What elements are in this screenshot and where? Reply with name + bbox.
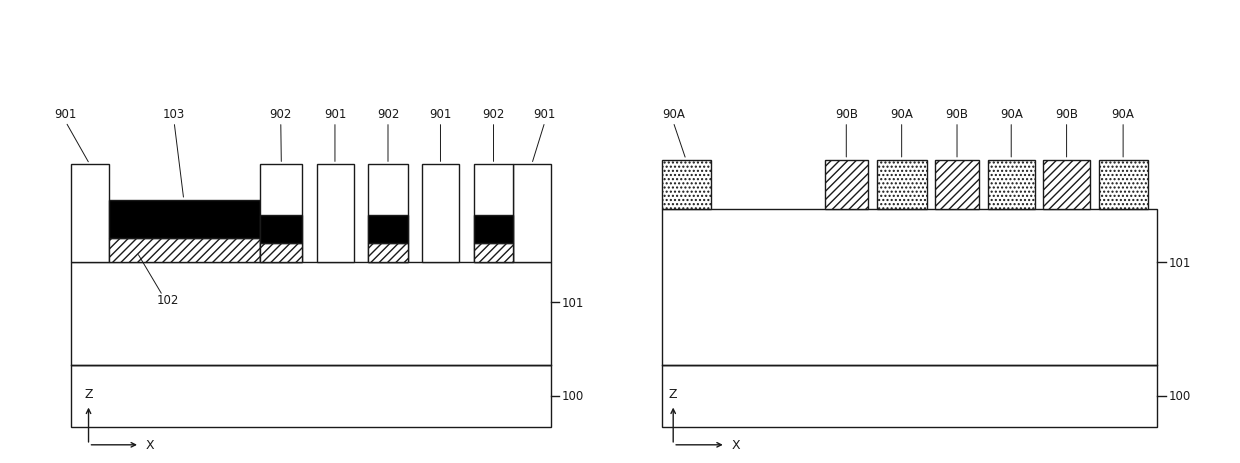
Text: 90B: 90B bbox=[1055, 107, 1078, 120]
Text: 902: 902 bbox=[269, 107, 291, 120]
Bar bbox=[109, 238, 259, 263]
Text: 90B: 90B bbox=[946, 107, 968, 120]
Bar bbox=[368, 165, 408, 263]
Bar bbox=[513, 165, 551, 263]
Text: Z: Z bbox=[668, 388, 677, 400]
Bar bbox=[109, 200, 259, 238]
Bar bbox=[72, 263, 551, 365]
Bar bbox=[825, 160, 868, 209]
Bar bbox=[368, 244, 408, 263]
Bar bbox=[662, 160, 711, 209]
Bar bbox=[368, 215, 408, 244]
Text: 103: 103 bbox=[162, 107, 185, 120]
Bar bbox=[1043, 160, 1090, 209]
Text: 90A: 90A bbox=[662, 107, 684, 120]
Text: 901: 901 bbox=[429, 107, 451, 120]
Bar bbox=[422, 165, 459, 263]
Text: 902: 902 bbox=[377, 107, 399, 120]
Text: 901: 901 bbox=[324, 107, 346, 120]
Text: 101: 101 bbox=[562, 296, 584, 309]
Bar bbox=[877, 160, 926, 209]
Bar bbox=[474, 244, 513, 263]
Text: 100: 100 bbox=[1168, 389, 1190, 402]
Bar bbox=[988, 160, 1034, 209]
Text: 101: 101 bbox=[1168, 256, 1190, 269]
Bar bbox=[72, 365, 551, 427]
Bar bbox=[935, 160, 980, 209]
Bar bbox=[72, 165, 109, 263]
Bar bbox=[259, 244, 303, 263]
Bar bbox=[474, 215, 513, 244]
Text: 102: 102 bbox=[157, 294, 180, 307]
Text: 901: 901 bbox=[55, 107, 77, 120]
Bar bbox=[474, 165, 513, 263]
Bar bbox=[662, 209, 1157, 365]
Text: X: X bbox=[145, 438, 154, 451]
Text: 100: 100 bbox=[562, 389, 584, 402]
Text: 90A: 90A bbox=[890, 107, 913, 120]
Bar bbox=[1099, 160, 1148, 209]
Bar bbox=[662, 365, 1157, 427]
Text: 90B: 90B bbox=[835, 107, 858, 120]
Bar bbox=[259, 215, 303, 244]
Text: X: X bbox=[732, 438, 740, 451]
Text: 90A: 90A bbox=[999, 107, 1023, 120]
Text: 90A: 90A bbox=[1112, 107, 1135, 120]
Text: 901: 901 bbox=[533, 107, 556, 120]
Bar bbox=[316, 165, 353, 263]
Text: 902: 902 bbox=[482, 107, 505, 120]
Text: Z: Z bbox=[84, 388, 93, 400]
Bar bbox=[259, 165, 303, 263]
